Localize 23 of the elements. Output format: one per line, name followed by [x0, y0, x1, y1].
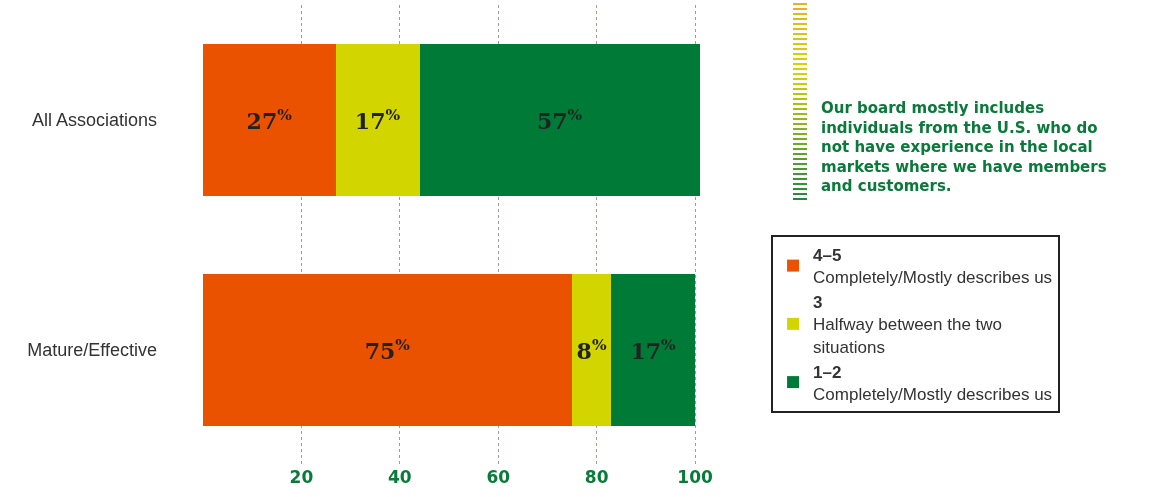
data-label: 57$^{%}$ [536, 105, 583, 135]
x-tick-label: 80 [584, 467, 609, 487]
bar [203, 44, 336, 196]
data-label: 8$^{%}$ [576, 335, 607, 365]
bar [572, 274, 612, 426]
data-label: 75$^{%}$ [364, 335, 411, 365]
text: Our board mostly includes individuals from the U.S. who do not have experience in the local markets where we have members and customers. [821, 99, 1107, 195]
y-tick-label: Mature/Effective [27, 340, 157, 361]
data-label: 17$^{%}$ [630, 335, 677, 365]
x-tick-label: 40 [387, 467, 412, 487]
data-label: 27$^{%}$ [246, 105, 293, 135]
legend-label: 1–2 Completely/Mostly describes us [813, 362, 1053, 404]
data-label: 17$^{%}$ [354, 105, 401, 135]
x-tick-label: 60 [486, 467, 511, 487]
bar [203, 274, 573, 426]
bar [419, 44, 700, 196]
bar [335, 44, 420, 196]
legend-label: 4–5 Completely/Mostly describes us [813, 246, 1053, 288]
legend-label: 3 Halfway between the two situations [813, 293, 1003, 357]
y-tick-label: All Associations [31, 110, 157, 131]
x-tick-label: 100 [677, 467, 713, 487]
x-tick-label: 20 [289, 467, 314, 487]
bar [611, 274, 696, 426]
